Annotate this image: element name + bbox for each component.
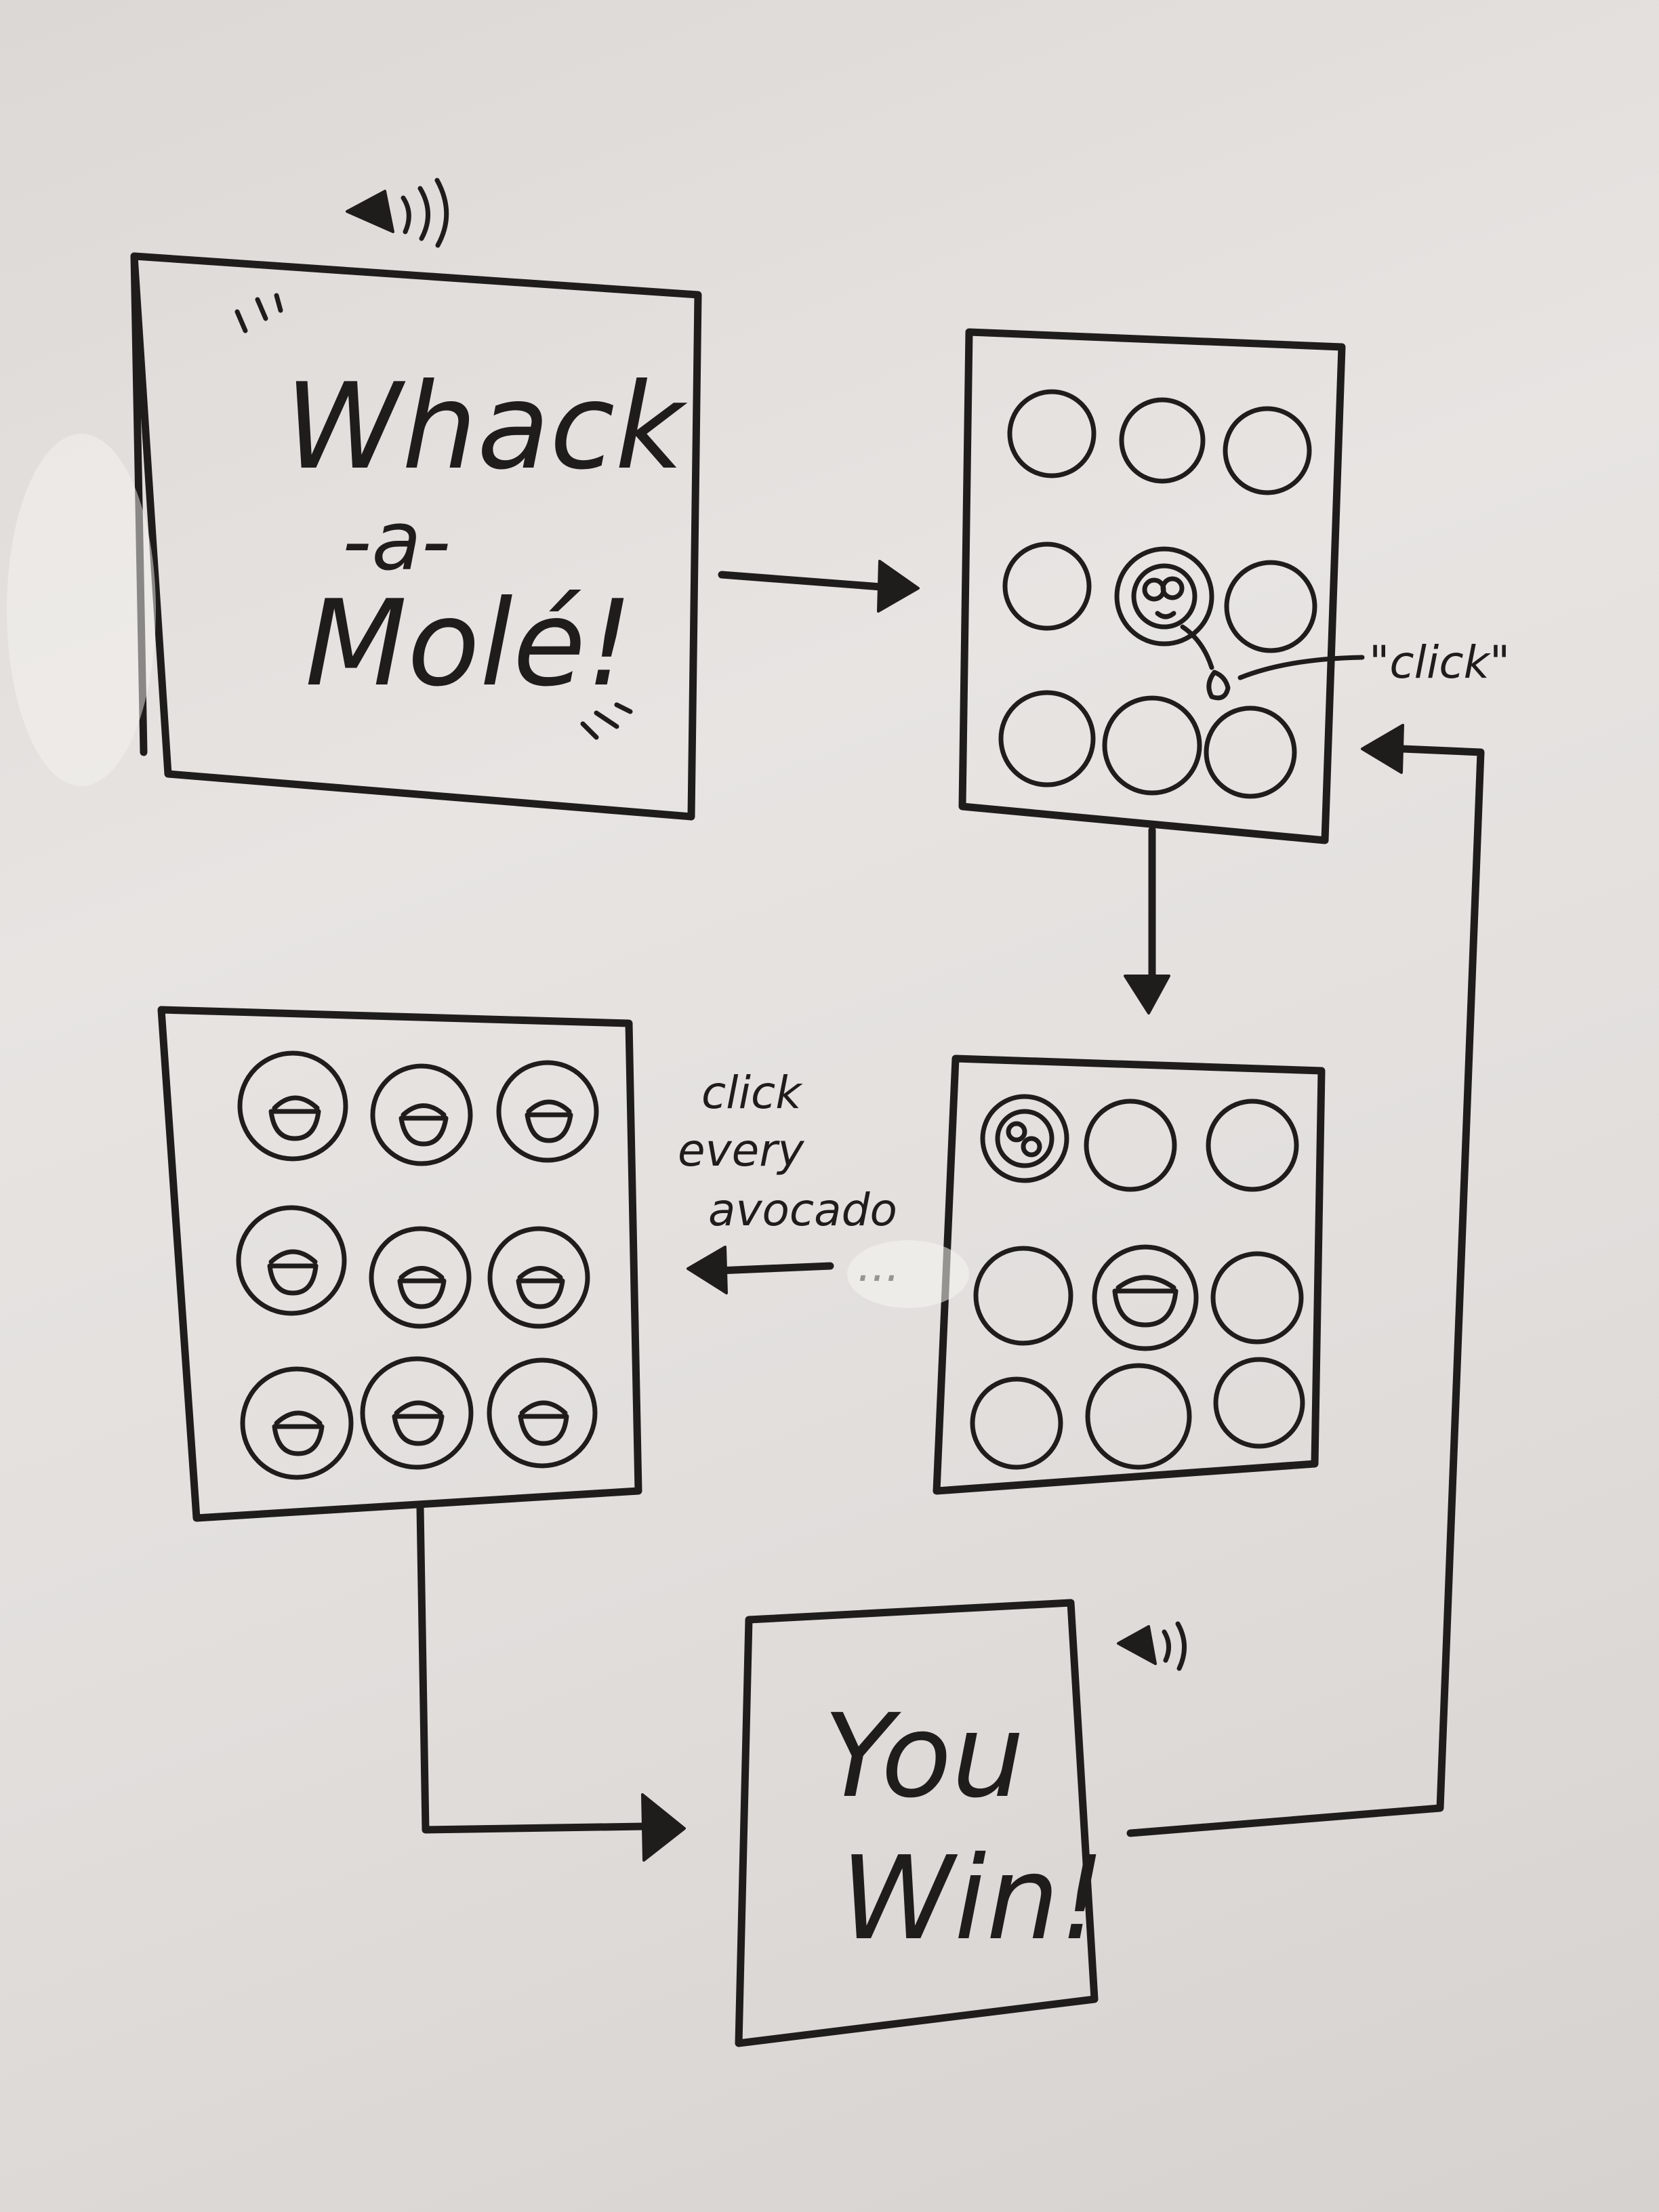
mole-icon [995,1109,1054,1168]
game-screen-all-avocados [157,1006,642,1522]
avocado-icon [240,1366,354,1480]
title-sparkle-bottom-icon [580,702,633,740]
avocado-icon [1112,1275,1179,1328]
title-sparkle-top-icon [234,293,283,333]
game-screen-mole-and-avocado [933,1054,1326,1495]
board-glare [7,434,156,786]
arrow-to-win [416,1504,686,1862]
mole-icon [1131,563,1197,630]
arrow-replay-loop [1126,724,1485,1837]
avocado-icon [370,1063,473,1166]
avocado-icon [360,1356,474,1470]
avocado-icon [496,1060,599,1163]
win-line-2: Win! [840,1832,1105,1966]
win-screen: You Win! [735,1599,1105,2047]
board-glare [847,1240,969,1308]
title-line-2: -a- [342,495,451,589]
hole-grid [970,1094,1305,1470]
arrow-game-down [1124,826,1170,1015]
note-line-3: avocado [708,1184,897,1236]
avocado-grid [236,1050,599,1480]
game-screen-one-mole: "click" [958,328,1510,844]
avocado-icon [487,1226,590,1329]
title-line-1: Whack [285,359,688,496]
avocado-icon [369,1226,472,1329]
avocado-icon [236,1205,347,1316]
title-screen: Whack -a- Molé! [130,252,702,821]
speaker-icon [346,178,449,248]
cursor-icon[interactable] [1206,670,1231,701]
avocado-icon [237,1050,348,1162]
note-line-2: every [678,1124,804,1176]
speaker-icon [1117,1621,1187,1671]
arrow-start-to-game [718,560,920,613]
note-line-1: click [701,1067,803,1119]
hole-grid [998,389,1317,799]
win-line-1: You [823,1689,1025,1824]
title-line-3: Molé! [305,575,634,713]
avocado-icon [487,1357,598,1469]
click-label: "click" [1369,636,1510,689]
